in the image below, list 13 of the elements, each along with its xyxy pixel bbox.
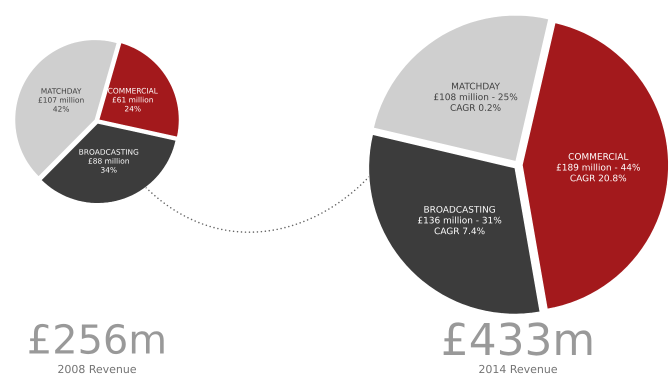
slice-label: COMMERCIAL bbox=[568, 153, 628, 160]
text: CAGR 20.8% bbox=[570, 174, 626, 182]
slice-label: MATCHDAY bbox=[452, 82, 500, 90]
data-label: £136 million - 31% bbox=[418, 216, 502, 224]
text: 2008 Revenue bbox=[58, 364, 136, 374]
text: £256m bbox=[29, 324, 164, 354]
data-label: £108 million - 25% bbox=[434, 93, 518, 100]
text: 2014 Revenue bbox=[479, 364, 557, 374]
data-label: £189 million - 44% bbox=[556, 164, 640, 171]
text: CAGR 7.4% bbox=[434, 227, 485, 234]
slice-label: BROADCASTING bbox=[424, 206, 495, 213]
text: CAGR 0.2% bbox=[450, 104, 501, 111]
text: £433m bbox=[444, 322, 592, 356]
